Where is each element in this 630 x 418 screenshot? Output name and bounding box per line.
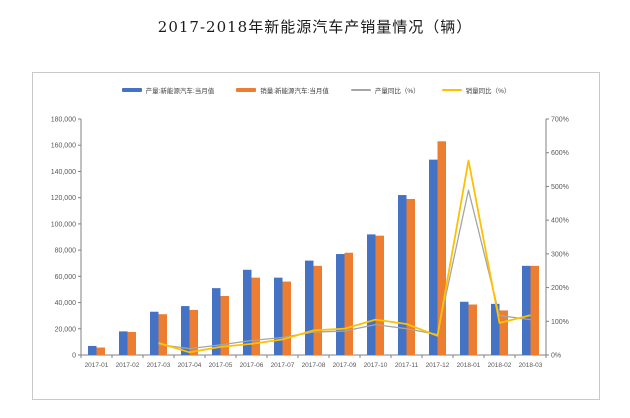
bar-production-2017-06: [243, 269, 252, 355]
right-axis-tick-label: 200%: [551, 285, 569, 292]
right-axis-tick-label: 600%: [551, 150, 569, 157]
bar-production-2018-01: [460, 301, 469, 355]
x-axis-category-label: 2018-02: [488, 362, 512, 369]
right-axis-tick-label: 0%: [551, 353, 561, 360]
line-sales_yoy: [158, 159, 531, 354]
legend-label-production_yoy: 产量同比（%）: [374, 88, 420, 95]
left-axis-tick-label: 100,000: [51, 221, 76, 228]
legend-item-sales_yoy: 销量同比（%）: [441, 85, 511, 95]
left-axis-tick-label: 120,000: [51, 195, 76, 202]
bar-sales-2017-05: [220, 296, 229, 355]
bar-production-2017-12: [429, 159, 438, 355]
right-axis-tick-label: 300%: [551, 251, 569, 258]
x-axis-category-label: 2017-10: [364, 362, 388, 369]
bar-sales-2017-10: [375, 235, 384, 355]
bar-production-2018-03: [522, 265, 531, 355]
bar-production-2017-01: [88, 345, 97, 355]
chart-title: 2017-2018年新能源汽车产销量情况（辆）: [157, 18, 473, 36]
bar-production-2017-05: [212, 288, 221, 355]
x-axis-category-label: 2017-01: [85, 362, 109, 369]
bar-sales-2018-03: [530, 265, 539, 355]
bar-sales-2017-12: [437, 141, 446, 355]
bar-production-2017-03: [150, 311, 159, 355]
bar-production-2017-02: [119, 331, 128, 355]
bar-production-2017-04: [181, 306, 190, 355]
bar-sales-2017-11: [406, 198, 415, 355]
right-axis-tick-label: 500%: [551, 184, 569, 191]
bar-sales-2017-09: [344, 252, 353, 355]
legend-label-production: 产量:新能源汽车:当月值: [145, 88, 215, 95]
legend-item-sales: 销量:新能源汽车:当月值: [236, 85, 329, 95]
chart-frame: 产量:新能源汽车:当月值 销量:新能源汽车:当月值 产量同比（%） 销量同比（%） 0…: [32, 72, 600, 400]
bar-sales-2017-03: [158, 314, 167, 355]
x-axis-category-label: 2017-04: [178, 362, 202, 369]
bar-sales-2017-01: [96, 347, 105, 355]
x-axis-category-label: 2017-09: [333, 362, 357, 369]
x-axis-category-label: 2017-08: [302, 362, 326, 369]
bar-sales-2018-01: [468, 304, 477, 355]
left-axis-tick-label: 180,000: [51, 117, 76, 124]
left-axis-tick-label: 160,000: [51, 143, 76, 150]
x-axis-category-label: 2017-12: [426, 362, 450, 369]
bar-production-2017-11: [398, 195, 407, 355]
left-axis-tick-label: 40,000: [55, 300, 77, 307]
bar-production-2017-08: [305, 260, 314, 355]
x-axis-category-label: 2017-07: [271, 362, 295, 369]
bar-sales-2017-07: [282, 281, 291, 355]
x-axis-category-label: 2017-11: [395, 362, 419, 369]
legend-swatch-production_yoy: [350, 89, 371, 91]
bar-sales-2018-02: [499, 310, 508, 355]
left-axis-tick-label: 140,000: [51, 169, 76, 176]
bar-sales-2017-02: [127, 331, 136, 355]
legend-item-production: 产量:新能源汽车:当月值: [121, 85, 215, 95]
bar-production-2017-07: [274, 277, 283, 355]
bar-sales-2017-04: [189, 309, 198, 355]
left-axis-tick-label: 80,000: [55, 248, 77, 255]
x-axis-category-label: 2017-03: [147, 362, 171, 369]
bar-production-2017-10: [367, 234, 376, 355]
chart-legend: 产量:新能源汽车:当月值 销量:新能源汽车:当月值 产量同比（%） 销量同比（%）: [33, 85, 599, 95]
x-axis-category-label: 2017-05: [209, 362, 233, 369]
left-axis-tick-label: 0: [72, 353, 76, 360]
left-axis-tick-label: 20,000: [55, 326, 77, 333]
legend-swatch-sales: [236, 88, 257, 92]
bar-sales-2017-06: [251, 277, 260, 355]
x-axis-category-label: 2018-01: [457, 362, 481, 369]
right-axis-tick-label: 100%: [551, 319, 569, 326]
legend-swatch-sales_yoy: [441, 89, 462, 91]
x-axis-category-label: 2017-02: [116, 362, 140, 369]
legend-swatch-production: [121, 88, 142, 92]
legend-label-sales_yoy: 销量同比（%）: [465, 88, 511, 95]
right-axis-tick-label: 400%: [551, 218, 569, 225]
legend-label-sales: 销量:新能源汽车:当月值: [260, 88, 329, 95]
right-axis-tick-label: 700%: [551, 117, 569, 124]
left-axis-tick-label: 60,000: [55, 274, 77, 281]
bar-production-2018-02: [491, 303, 500, 355]
chart-plot: 0 20,000 40,000 60,000 80,000 100,000 120,000 1…: [51, 117, 569, 370]
x-axis-category-label: 2018-03: [519, 362, 543, 369]
line-production_yoy: [158, 189, 531, 350]
legend-item-production_yoy: 产量同比（%）: [350, 85, 420, 95]
bar-sales-2017-08: [313, 265, 322, 355]
x-axis-category-label: 2017-06: [240, 362, 264, 369]
bar-production-2017-09: [336, 254, 345, 355]
